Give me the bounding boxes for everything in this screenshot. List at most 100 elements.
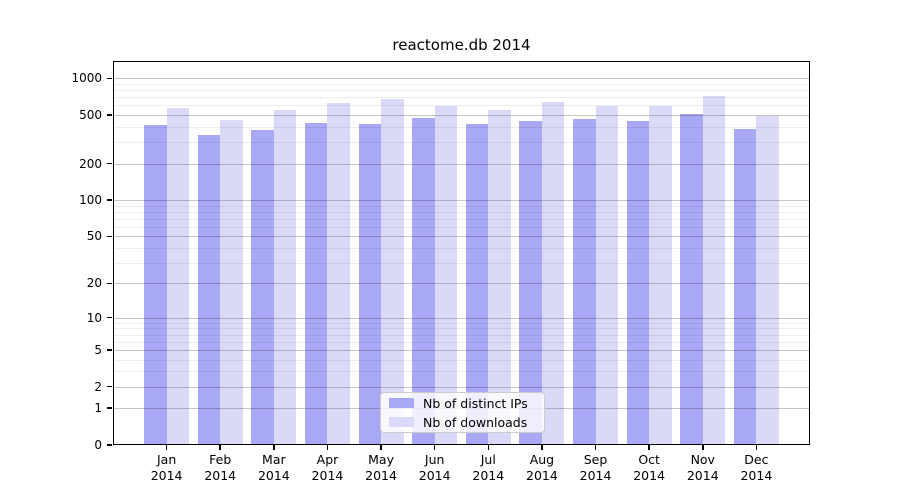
y-tick-label-0: 0	[94, 438, 102, 452]
bar-downloads-jul	[488, 109, 511, 445]
gridline-9	[113, 322, 810, 324]
x-tick-mark-jan	[165, 445, 168, 450]
y-tick-mark-0	[107, 444, 112, 446]
gridline-40	[113, 247, 810, 249]
bar-distinct-ips-nov	[680, 114, 703, 445]
x-tick-label-nov: Nov 2014	[686, 452, 719, 483]
gridline-100	[113, 200, 810, 202]
gridline-70	[113, 218, 810, 220]
x-tick-label-jun: Jun 2014	[418, 452, 451, 483]
legend: Nb of distinct IPs Nb of downloads	[380, 392, 545, 433]
legend-label-distinct-ips: Nb of distinct IPs	[423, 395, 528, 411]
x-tick-label-feb: Feb 2014	[204, 452, 237, 483]
gridline-5	[113, 349, 810, 351]
plot-area	[113, 61, 810, 445]
x-tick-mark-jul	[487, 445, 490, 450]
x-tick-label-aug: Aug 2014	[526, 452, 558, 483]
gridline-2	[113, 386, 810, 388]
bar-distinct-ips-apr	[304, 123, 328, 445]
bar-downloads-jun	[434, 105, 458, 445]
gridline-30	[113, 262, 810, 264]
x-tick-mark-dec	[755, 445, 758, 450]
x-tick-label-jan: Jan 2014	[150, 452, 183, 483]
y-tick-label-10: 10	[86, 310, 102, 325]
bar-distinct-ips-dec	[733, 128, 757, 445]
y-tick-mark-20	[107, 282, 112, 285]
bar-distinct-ips-mar	[251, 130, 274, 445]
gridline-50	[113, 236, 810, 238]
gridline-300	[113, 142, 810, 144]
bar-downloads-aug	[541, 102, 565, 445]
y-tick-label-50: 50	[86, 229, 102, 244]
gridline-90	[113, 205, 810, 207]
x-tick-mark-sep	[594, 445, 597, 450]
x-tick-mark-may	[380, 445, 382, 450]
x-tick-label-dec: Dec 2014	[740, 452, 773, 483]
bars-layer	[113, 61, 810, 445]
bar-downloads-mar	[273, 109, 297, 445]
bar-distinct-ips-sep	[573, 119, 596, 445]
x-tick-label-may: May 2014	[365, 452, 397, 483]
gridline-900	[113, 83, 810, 85]
gridline-60	[113, 226, 810, 228]
gridline-8	[113, 328, 810, 330]
gridline-600	[113, 105, 810, 107]
x-tick-label-mar: Mar 2014	[257, 452, 290, 483]
gridline-7	[113, 334, 810, 336]
grid-layer	[113, 61, 810, 445]
x-tick-label-sep: Sep 2014	[579, 452, 612, 483]
y-tick-mark-10	[107, 316, 112, 319]
bar-downloads-dec	[756, 115, 779, 445]
y-tick-mark-50	[107, 235, 112, 238]
bar-downloads-feb	[220, 120, 243, 445]
gridline-10	[113, 317, 810, 319]
y-tick-mark-100	[107, 199, 112, 201]
x-tick-mark-jun	[433, 445, 436, 450]
gridline-500	[113, 115, 810, 117]
y-tick-mark-200	[107, 162, 112, 165]
bar-downloads-jan	[166, 108, 190, 445]
x-tick-mark-oct	[648, 445, 650, 450]
x-tick-mark-feb	[219, 445, 221, 450]
y-tick-mark-500	[107, 114, 112, 116]
y-tick-mark-2	[107, 385, 112, 388]
bar-distinct-ips-jan	[144, 124, 167, 445]
legend-swatch-downloads	[389, 417, 414, 427]
chart-title: reactome.db 2014	[392, 36, 531, 54]
bar-downloads-nov	[702, 96, 726, 445]
y-tick-mark-1	[107, 407, 112, 409]
y-tick-label-200: 200	[79, 156, 102, 171]
gridline-3	[113, 371, 810, 373]
gridline-700	[113, 97, 810, 99]
legend-item-downloads: Nb of downloads	[389, 415, 536, 430]
gridline-800	[113, 90, 810, 92]
gridline-200	[113, 163, 810, 165]
y-tick-label-1000: 1000	[71, 71, 102, 86]
bar-downloads-may	[381, 98, 404, 445]
gridline-400	[113, 126, 810, 128]
x-tick-label-apr: Apr 2014	[311, 452, 344, 483]
bar-distinct-ips-jun	[412, 118, 435, 445]
legend-swatch-distinct-ips	[389, 398, 414, 408]
legend-item-distinct-ips: Nb of distinct IPs	[389, 396, 536, 411]
x-tick-mark-mar	[273, 445, 275, 450]
gridline-20	[113, 283, 810, 285]
y-tick-label-20: 20	[86, 276, 102, 291]
y-tick-mark-5	[107, 349, 112, 351]
bar-distinct-ips-jul	[465, 124, 489, 445]
y-tick-label-1: 1	[94, 401, 102, 416]
gridline-4	[113, 359, 810, 361]
bar-distinct-ips-may	[358, 123, 382, 445]
y-tick-label-500: 500	[79, 108, 102, 123]
x-tick-label-jul: Jul 2014	[472, 452, 505, 483]
y-tick-label-2: 2	[94, 379, 102, 394]
gridline-80	[113, 211, 810, 213]
gridline-1000	[113, 78, 810, 80]
y-tick-label-5: 5	[94, 342, 102, 357]
x-tick-mark-aug	[541, 445, 543, 450]
y-tick-label-100: 100	[79, 193, 102, 208]
y-tick-mark-1000	[107, 77, 112, 80]
bar-downloads-oct	[649, 105, 672, 445]
bar-distinct-ips-oct	[626, 121, 650, 445]
